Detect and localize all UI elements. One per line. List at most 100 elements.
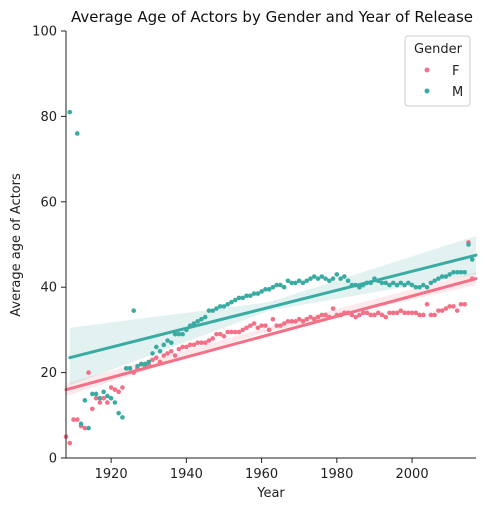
point-f [398,308,404,313]
point-m [142,361,148,367]
point-m [138,361,144,367]
point-f [157,359,163,365]
point-m [390,280,396,286]
point-f [97,400,103,405]
point-m [187,323,193,328]
fit-band-f [66,272,476,397]
point-m [319,274,325,279]
point-m [101,389,106,395]
point-f [161,353,167,358]
point-f [251,321,257,326]
point-f [263,323,268,328]
point-m [296,278,302,284]
point-m [308,276,313,281]
point-f [390,310,396,316]
point-m [93,391,99,397]
point-m [202,314,208,320]
point-m [165,338,170,343]
point-m [176,331,182,337]
x-tick-label: 1980 [320,467,353,482]
point-f [180,344,185,350]
point-m [405,280,411,286]
point-m [184,327,189,333]
point-f [394,310,400,316]
point-f [82,425,88,431]
point-m [172,331,178,337]
point-f [270,316,276,322]
point-m [278,282,283,288]
point-m [379,280,385,286]
point-f [413,310,419,316]
point-f [191,342,197,348]
point-m [199,316,204,322]
point-f [225,329,231,335]
y-tick-label: 80 [40,110,57,125]
point-m [315,276,321,281]
point-f [240,327,246,333]
point-m [466,242,471,247]
point-m [300,280,306,286]
point-m [458,269,464,275]
point-m [206,308,212,313]
point-m [353,282,358,288]
point-f [120,385,125,390]
point-m [135,363,140,369]
point-m [255,291,261,296]
point-f [447,304,452,309]
point-f [93,395,99,401]
point-f [315,314,321,320]
point-m [105,393,110,399]
point-f [300,319,306,324]
point-m [398,280,404,286]
legend-label-f: F [452,64,459,79]
x-tick-label: 1920 [95,467,128,482]
point-f [304,316,310,322]
point-m [293,280,298,286]
point-m [112,400,118,405]
point-f [165,351,170,356]
point-m [153,344,159,350]
point-f [108,385,114,390]
point-f [202,340,208,346]
point-m [360,282,366,288]
point-m [421,282,426,288]
point-m [225,301,231,307]
point-f [259,323,264,328]
point-m [108,395,114,401]
point-f [417,312,422,318]
point-f [462,301,468,307]
point-m [217,304,223,309]
point-m [259,289,264,294]
point-f [405,310,411,316]
point-f [176,346,182,352]
point-m [195,319,200,324]
legend-box [404,35,471,107]
y-tick-label: 60 [40,195,57,210]
point-f [236,329,242,335]
point-f [327,314,332,320]
point-m [439,274,445,279]
point-f [86,370,91,375]
point-f [360,310,366,316]
point-m [90,391,95,397]
point-m [357,284,362,290]
point-m [266,287,272,292]
y-tick-label: 100 [32,25,57,40]
point-m [127,366,133,371]
point-m [327,278,332,284]
point-m [146,359,152,365]
point-f [342,310,347,316]
point-f [112,387,118,392]
point-f [334,312,340,318]
point-f [285,319,291,324]
point-f [443,306,449,311]
point-m [251,291,257,296]
point-f [232,329,238,335]
point-m [120,415,125,420]
x-tick-label: 2000 [396,467,429,482]
point-m [345,278,351,284]
point-f [368,312,373,318]
point-m [364,280,370,286]
point-m [469,257,475,262]
